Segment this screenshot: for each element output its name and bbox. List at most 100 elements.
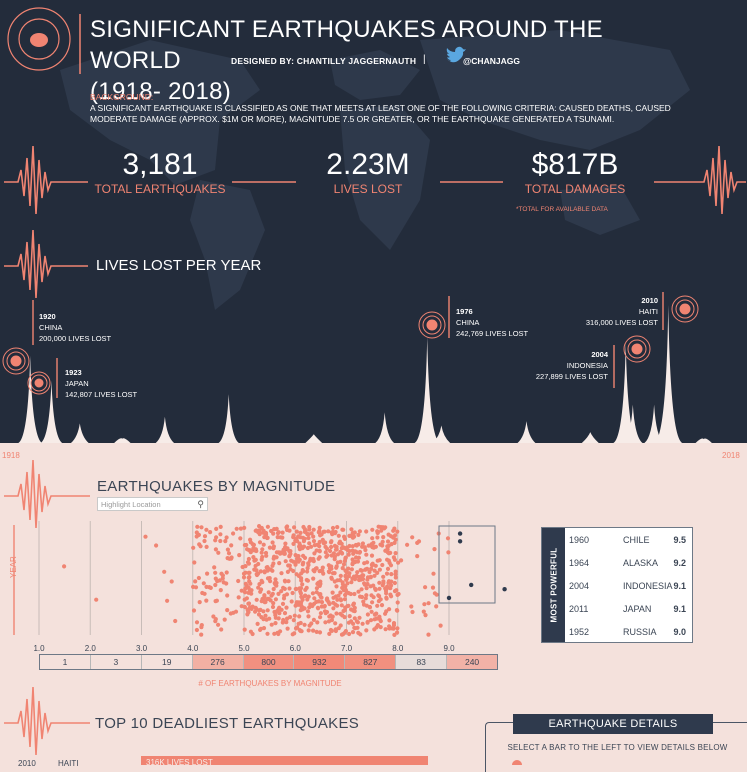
scatter-point[interactable]: [281, 617, 286, 623]
scatter-point[interactable]: [297, 544, 302, 549]
lives-lost-area-chart[interactable]: [18, 305, 712, 443]
scatter-point[interactable]: [242, 627, 247, 632]
scatter-point[interactable]: [261, 626, 267, 631]
scatter-point[interactable]: [274, 550, 279, 555]
scatter-point[interactable]: [370, 563, 375, 568]
scatter-point[interactable]: [302, 593, 308, 598]
scatter-point[interactable]: [253, 609, 258, 614]
scatter-point[interactable]: [340, 566, 345, 571]
scatter-point[interactable]: [239, 604, 244, 609]
scatter-point[interactable]: [238, 536, 243, 541]
scatter-point[interactable]: [242, 590, 248, 595]
scatter-point[interactable]: [213, 547, 218, 552]
scatter-point[interactable]: [282, 551, 287, 556]
scatter-point[interactable]: [199, 525, 204, 530]
scatter-point[interactable]: [336, 533, 341, 538]
scatter-point[interactable]: [222, 617, 227, 622]
scatter-point[interactable]: [204, 598, 209, 603]
scatter-point[interactable]: [305, 545, 310, 551]
scatter-point[interactable]: [311, 539, 317, 544]
scatter-point[interactable]: [214, 526, 219, 531]
scatter-point[interactable]: [246, 575, 251, 580]
scatter-point[interactable]: [317, 549, 322, 554]
scatter-point[interactable]: [355, 570, 360, 575]
spike-1927[interactable]: [70, 423, 89, 443]
scatter-point[interactable]: [191, 545, 196, 550]
scatter-point[interactable]: [361, 602, 367, 607]
scatter-point[interactable]: [251, 542, 256, 547]
scatter-point[interactable]: [324, 597, 329, 602]
scatter-point[interactable]: [383, 525, 388, 530]
scatter-point[interactable]: [260, 547, 265, 552]
scatter-point[interactable]: [277, 561, 282, 566]
scatter-point[interactable]: [358, 577, 363, 582]
scatter-point[interactable]: [375, 535, 380, 540]
scatter-point[interactable]: [297, 586, 302, 591]
scatter-point[interactable]: [321, 529, 326, 534]
scatter-point[interactable]: [329, 628, 334, 633]
scatter-point[interactable]: [293, 626, 299, 631]
scatter-point[interactable]: [274, 580, 279, 586]
scatter-point[interactable]: [386, 580, 391, 585]
scatter-point[interactable]: [271, 546, 276, 551]
spike-1976[interactable]: [414, 336, 440, 443]
scatter-point[interactable]: [360, 541, 365, 546]
scatter-point[interactable]: [383, 588, 389, 593]
scatter-point[interactable]: [243, 564, 248, 569]
scatter-point[interactable]: [331, 606, 336, 611]
scatter-point[interactable]: [218, 588, 223, 593]
scatter-point[interactable]: [303, 587, 308, 592]
scatter-point[interactable]: [143, 534, 148, 539]
scatter-point[interactable]: [271, 586, 276, 592]
scatter-point[interactable]: [254, 548, 259, 554]
scatter-point[interactable]: [298, 591, 303, 596]
scatter-point[interactable]: [365, 612, 370, 617]
scatter-point[interactable]: [286, 563, 291, 568]
scatter-point[interactable]: [276, 631, 281, 637]
scatter-point[interactable]: [318, 533, 323, 538]
scatter-point[interactable]: [271, 561, 276, 566]
scatter-point[interactable]: [245, 560, 251, 565]
scatter-point[interactable]: [263, 550, 269, 556]
scatter-point[interactable]: [312, 551, 317, 556]
count-cell-8.0[interactable]: 83: [396, 655, 448, 669]
scatter-point[interactable]: [388, 563, 394, 568]
scatter-point[interactable]: [279, 589, 284, 594]
scatter-point[interactable]: [330, 590, 335, 595]
scatter-point[interactable]: [405, 542, 410, 547]
scatter-point[interactable]: [311, 534, 316, 539]
scatter-point[interactable]: [337, 541, 342, 546]
spike-1990[interactable]: [517, 421, 536, 443]
scatter-point[interactable]: [242, 525, 247, 530]
scatter-point[interactable]: [299, 571, 304, 576]
scatter-point[interactable]: [323, 620, 328, 625]
scatter-point[interactable]: [227, 556, 232, 561]
scatter-point[interactable]: [357, 615, 362, 620]
scatter-point[interactable]: [202, 534, 208, 539]
twitter-handle-link[interactable]: @CHANJAGG: [463, 56, 520, 66]
spike-1939[interactable]: [155, 416, 175, 443]
scatter-point[interactable]: [309, 621, 314, 626]
scatter-point[interactable]: [386, 532, 391, 537]
scatter-point[interactable]: [317, 539, 322, 545]
scatter-point[interactable]: [236, 578, 241, 584]
scatter-point[interactable]: [199, 625, 204, 630]
scatter-point[interactable]: [431, 571, 436, 576]
scatter-point[interactable]: [393, 551, 398, 556]
scatter-point[interactable]: [378, 619, 383, 624]
scatter-point[interactable]: [267, 545, 272, 550]
scatter-point[interactable]: [399, 558, 404, 563]
scatter-point[interactable]: [393, 575, 398, 580]
scatter-point[interactable]: [343, 592, 348, 598]
scatter-point[interactable]: [325, 553, 330, 558]
search-icon[interactable]: ⚲: [197, 499, 204, 509]
scatter-point[interactable]: [281, 547, 286, 552]
count-cell-3.0[interactable]: 19: [141, 655, 193, 669]
scatter-point[interactable]: [220, 573, 225, 578]
scatter-point[interactable]: [395, 630, 400, 635]
scatter-point[interactable]: [245, 612, 250, 617]
scatter-point[interactable]: [242, 604, 247, 610]
scatter-point[interactable]: [340, 582, 345, 587]
scatter-point[interactable]: [375, 558, 380, 563]
scatter-point[interactable]: [333, 602, 338, 607]
